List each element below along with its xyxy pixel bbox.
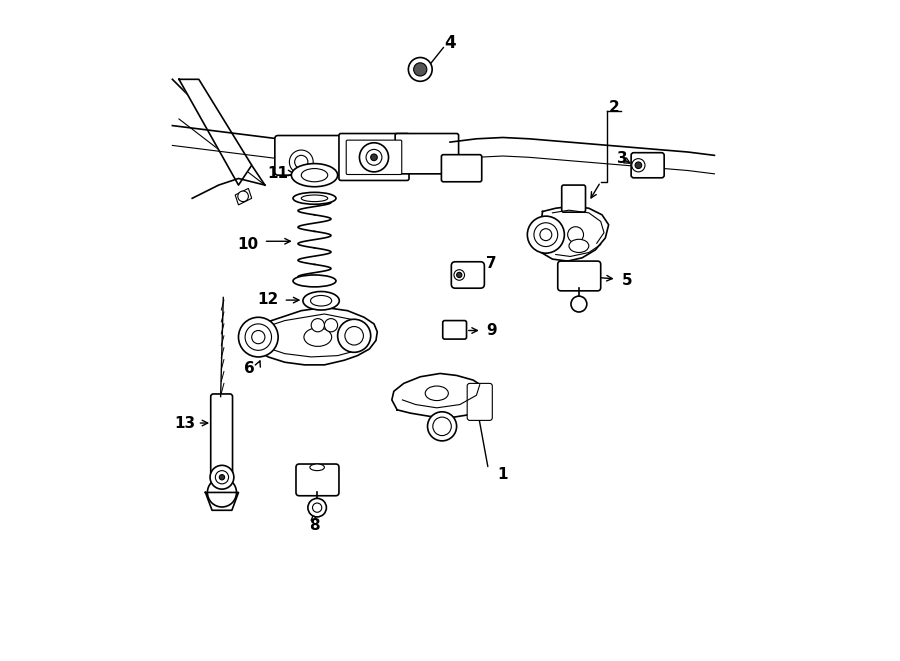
- Polygon shape: [179, 79, 252, 185]
- Circle shape: [359, 143, 389, 172]
- Circle shape: [338, 319, 371, 352]
- FancyBboxPatch shape: [296, 464, 339, 496]
- Circle shape: [220, 475, 225, 480]
- Text: 11: 11: [267, 166, 288, 180]
- Ellipse shape: [293, 275, 336, 287]
- Circle shape: [371, 154, 377, 161]
- Circle shape: [215, 471, 229, 484]
- Text: 1: 1: [498, 467, 508, 482]
- FancyBboxPatch shape: [631, 153, 664, 178]
- Circle shape: [207, 478, 237, 507]
- Circle shape: [454, 270, 464, 280]
- Circle shape: [428, 412, 456, 441]
- FancyBboxPatch shape: [274, 136, 361, 175]
- Circle shape: [324, 319, 338, 332]
- FancyBboxPatch shape: [346, 140, 401, 175]
- Ellipse shape: [310, 295, 332, 306]
- Circle shape: [238, 191, 248, 202]
- Circle shape: [312, 503, 322, 512]
- Circle shape: [568, 227, 583, 243]
- Text: 3: 3: [616, 151, 627, 166]
- Circle shape: [540, 229, 552, 241]
- Text: 2: 2: [608, 100, 619, 114]
- Text: 4: 4: [445, 34, 455, 52]
- FancyBboxPatch shape: [395, 134, 459, 174]
- Circle shape: [414, 63, 427, 76]
- FancyBboxPatch shape: [562, 185, 586, 212]
- FancyBboxPatch shape: [339, 134, 409, 180]
- Circle shape: [635, 162, 642, 169]
- Ellipse shape: [302, 195, 328, 202]
- FancyBboxPatch shape: [443, 321, 466, 339]
- FancyBboxPatch shape: [441, 155, 482, 182]
- Polygon shape: [205, 492, 239, 510]
- Circle shape: [571, 296, 587, 312]
- Circle shape: [308, 498, 327, 517]
- Circle shape: [245, 324, 272, 350]
- Circle shape: [366, 149, 382, 165]
- Circle shape: [345, 327, 364, 345]
- Ellipse shape: [303, 292, 339, 310]
- Circle shape: [409, 58, 432, 81]
- Circle shape: [632, 159, 645, 172]
- Ellipse shape: [310, 464, 324, 471]
- Circle shape: [290, 150, 313, 174]
- Circle shape: [252, 330, 265, 344]
- Circle shape: [433, 417, 451, 436]
- Ellipse shape: [293, 192, 336, 204]
- Ellipse shape: [302, 169, 328, 182]
- Text: 10: 10: [238, 237, 258, 252]
- Polygon shape: [392, 373, 490, 418]
- Polygon shape: [535, 206, 608, 261]
- Circle shape: [527, 216, 564, 253]
- Circle shape: [210, 465, 234, 489]
- FancyBboxPatch shape: [558, 261, 600, 291]
- FancyBboxPatch shape: [211, 394, 232, 475]
- Polygon shape: [235, 188, 252, 205]
- Circle shape: [534, 223, 558, 247]
- Circle shape: [456, 272, 462, 278]
- Ellipse shape: [569, 239, 589, 253]
- Text: 9: 9: [486, 323, 497, 338]
- FancyBboxPatch shape: [451, 262, 484, 288]
- Circle shape: [311, 319, 324, 332]
- Text: 13: 13: [175, 416, 195, 430]
- Ellipse shape: [304, 328, 332, 346]
- FancyBboxPatch shape: [467, 383, 492, 420]
- Text: 7: 7: [486, 256, 497, 270]
- Polygon shape: [248, 307, 377, 365]
- Ellipse shape: [425, 386, 448, 401]
- Circle shape: [238, 317, 278, 357]
- Text: 8: 8: [310, 518, 320, 533]
- Circle shape: [294, 155, 308, 169]
- Text: 12: 12: [256, 292, 278, 307]
- Text: 5: 5: [622, 274, 633, 288]
- Ellipse shape: [292, 164, 338, 186]
- Text: 6: 6: [244, 362, 255, 376]
